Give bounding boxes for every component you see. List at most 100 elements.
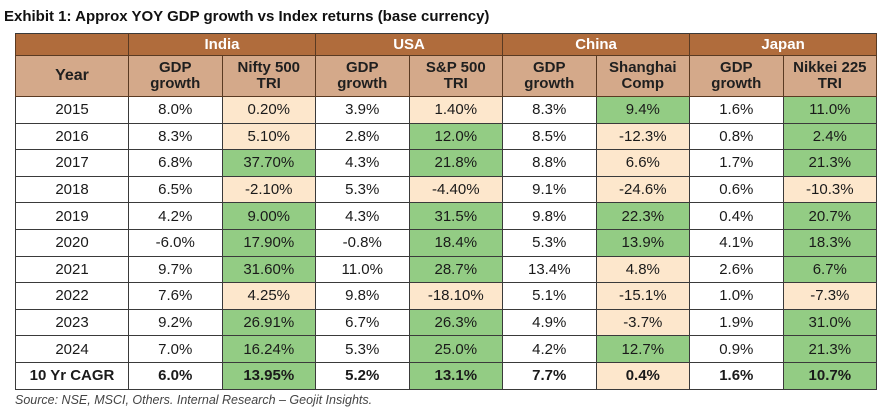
gdp-vs-index-returns-table: India USA China Japan Year GDP growth Nift…: [15, 33, 878, 390]
gdp-growth-cell: 4.2%: [128, 202, 223, 230]
index-return-cell: 21.3%: [782, 149, 878, 177]
gdp-growth-cell: 5.3%: [315, 335, 410, 363]
year-cell: 2023: [15, 308, 129, 337]
index-return-cell: -10.3%: [782, 175, 878, 204]
gdp-growth-cell: 4.2%: [502, 335, 597, 363]
index-return-cell: 0.20%: [221, 96, 317, 124]
index-return-cell: -24.6%: [595, 175, 691, 204]
year-cell: 2016: [15, 122, 129, 151]
gdp-growth-cell: 3.9%: [315, 96, 410, 124]
gdp-growth-cell: 1.0%: [689, 282, 784, 310]
gdp-growth-cell: 1.9%: [689, 308, 784, 337]
metric-header-row: Year GDP growth Nifty 500 TRI GDP growth S&P 5…: [15, 55, 878, 97]
index-return-cell: 0.4%: [595, 361, 691, 390]
metric-header: Shanghai Comp: [595, 55, 691, 97]
metric-header-line: GDP: [720, 59, 753, 76]
gdp-growth-cell: 11.0%: [315, 255, 410, 284]
metric-header-line: Comp: [621, 75, 665, 92]
cagr-label: 10 Yr CAGR: [15, 361, 129, 390]
index-return-cell: 18.3%: [782, 228, 878, 257]
year-header: Year: [15, 55, 129, 97]
country-header-india: India: [127, 33, 317, 56]
metric-header-line: growth: [524, 75, 575, 92]
table-row: 2024 7.0% 16.24% 5.3% 25.0% 4.2% 12.7% 0.9% 21.3…: [15, 335, 878, 363]
source-note: Source: NSE, MSCI, Others. Internal Rese…: [15, 393, 373, 407]
gdp-growth-cell: 0.8%: [689, 122, 784, 151]
index-return-cell: 4.25%: [221, 282, 317, 310]
gdp-growth-cell: 7.7%: [502, 361, 597, 390]
metric-header-line: Nikkei 225: [793, 59, 867, 76]
year-cell: 2019: [15, 202, 129, 230]
index-return-cell: 31.0%: [782, 308, 878, 337]
metric-header: GDP growth: [315, 55, 410, 97]
gdp-growth-cell: 9.8%: [315, 282, 410, 310]
metric-header-line: GDP: [533, 59, 566, 76]
metric-header: GDP growth: [502, 55, 597, 97]
table-row: 2021 9.7% 31.60% 11.0% 28.7% 13.4% 4.8% 2.6% 6.7…: [15, 255, 878, 284]
table-row: 2017 6.8% 37.70% 4.3% 21.8% 8.8% 6.6% 1.7% 21.3%: [15, 149, 878, 177]
metric-header-line: Nifty 500: [237, 59, 301, 76]
index-return-cell: -12.3%: [595, 122, 691, 151]
gdp-growth-cell: 13.4%: [502, 255, 597, 284]
gdp-growth-cell: -0.8%: [315, 228, 410, 257]
gdp-growth-cell: 0.6%: [689, 175, 784, 204]
index-return-cell: 10.7%: [782, 361, 878, 390]
table-row: 2022 7.6% 4.25% 9.8% -18.10% 5.1% -15.1% 1.0% -7…: [15, 282, 878, 310]
gdp-growth-cell: 2.6%: [689, 255, 784, 284]
table-row: 2023 9.2% 26.91% 6.7% 26.3% 4.9% -3.7% 1.9% 31.0…: [15, 308, 878, 337]
year-cell: 2022: [15, 282, 129, 310]
index-return-cell: 11.0%: [782, 96, 878, 124]
metric-header-line: growth: [337, 75, 388, 92]
index-return-cell: 26.3%: [408, 308, 504, 337]
gdp-growth-cell: -6.0%: [128, 228, 223, 257]
country-header-row: India USA China Japan: [15, 33, 878, 56]
country-header-usa: USA: [315, 33, 504, 56]
index-return-cell: 2.4%: [782, 122, 878, 151]
gdp-growth-cell: 9.1%: [502, 175, 597, 204]
gdp-growth-cell: 5.2%: [315, 361, 410, 390]
index-return-cell: 22.3%: [595, 202, 691, 230]
gdp-growth-cell: 1.6%: [689, 96, 784, 124]
metric-header: GDP growth: [128, 55, 223, 97]
gdp-growth-cell: 0.9%: [689, 335, 784, 363]
gdp-growth-cell: 8.3%: [128, 122, 223, 151]
index-return-cell: 12.0%: [408, 122, 504, 151]
table-row: 2018 6.5% -2.10% 5.3% -4.40% 9.1% -24.6% 0.6% -1…: [15, 175, 878, 204]
index-return-cell: -3.7%: [595, 308, 691, 337]
index-return-cell: 17.90%: [221, 228, 317, 257]
year-cell: 2020: [15, 228, 129, 257]
gdp-growth-cell: 0.4%: [689, 202, 784, 230]
gdp-growth-cell: 9.7%: [128, 255, 223, 284]
index-return-cell: -18.10%: [408, 282, 504, 310]
metric-header-line: Shanghai: [609, 59, 677, 76]
gdp-growth-cell: 4.3%: [315, 149, 410, 177]
exhibit-title: Exhibit 1: Approx YOY GDP growth vs Inde…: [4, 8, 490, 25]
metric-header-line: GDP: [158, 59, 192, 76]
year-cell: 2015: [15, 96, 129, 124]
index-return-cell: 31.60%: [221, 255, 317, 284]
metric-header-line: GDP: [346, 59, 379, 76]
year-cell: 2017: [15, 149, 129, 177]
table-row: 2019 4.2% 9.00% 4.3% 31.5% 9.8% 22.3% 0.4% 20.7%: [15, 202, 878, 230]
table-row: 2015 8.0% 0.20% 3.9% 1.40% 8.3% 9.4% 1.6% 11.0%: [15, 96, 878, 124]
gdp-growth-cell: 6.0%: [128, 361, 223, 390]
gdp-growth-cell: 7.6%: [128, 282, 223, 310]
gdp-growth-cell: 4.9%: [502, 308, 597, 337]
metric-header: S&P 500 TRI: [408, 55, 504, 97]
index-return-cell: 13.1%: [408, 361, 504, 390]
gdp-growth-cell: 4.1%: [689, 228, 784, 257]
metric-header: Nifty 500 TRI: [221, 55, 317, 97]
metric-header-line: TRI: [817, 75, 842, 92]
index-return-cell: 9.4%: [595, 96, 691, 124]
year-cell: 2018: [15, 175, 129, 204]
gdp-growth-cell: 8.5%: [502, 122, 597, 151]
index-return-cell: -7.3%: [782, 282, 878, 310]
metric-header-line: growth: [150, 75, 201, 92]
gdp-growth-cell: 8.3%: [502, 96, 597, 124]
gdp-growth-cell: 1.6%: [689, 361, 784, 390]
index-return-cell: 18.4%: [408, 228, 504, 257]
index-return-cell: 21.3%: [782, 335, 878, 363]
index-return-cell: 26.91%: [221, 308, 317, 337]
index-return-cell: 25.0%: [408, 335, 504, 363]
metric-header-line: TRI: [256, 75, 281, 92]
